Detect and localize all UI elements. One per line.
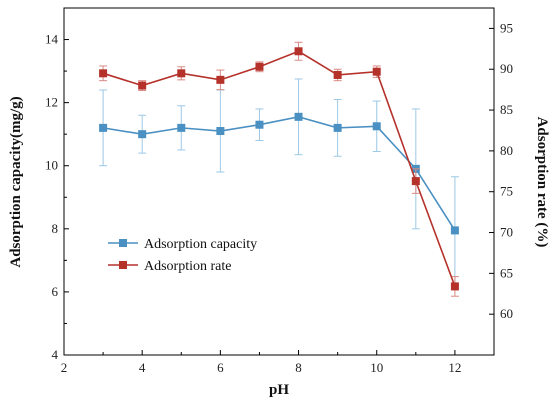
data-point-capacity (216, 127, 225, 136)
x-axis-ticks: 2 4 6 8 10 12 (61, 350, 461, 375)
right-y-tick-label: 60 (500, 306, 513, 321)
left-y-tick-label: 8 (52, 221, 59, 236)
right-y-tick-label: 90 (500, 61, 513, 76)
legend-marker-rate (119, 261, 127, 269)
right-y-axis-ticks: 60 65 70 75 80 85 90 95 (489, 20, 513, 321)
data-point-capacity (177, 123, 186, 132)
right-y-tick-label: 75 (500, 184, 513, 199)
left-y-tick-label: 10 (45, 158, 58, 173)
data-point-capacity (372, 122, 381, 131)
plot-frame (63, 7, 495, 356)
legend-label-rate: Adsorption rate (144, 259, 231, 274)
data-point-rate (411, 177, 420, 186)
series-line-capacity (102, 116, 456, 231)
data-point-rate (255, 62, 264, 71)
legend-marker-capacity (119, 239, 127, 247)
left-y-axis-ticks: 4 6 8 10 12 14 (45, 32, 69, 362)
series-capacity (99, 78, 459, 285)
data-point-rate (216, 75, 225, 84)
legend: Adsorption capacity Adsorption rate (108, 237, 257, 274)
data-point-rate (372, 67, 381, 76)
right-y-axis-title: Adsorption rate (%) (534, 117, 550, 248)
data-point-capacity (450, 226, 459, 235)
right-y-tick-label: 70 (500, 225, 513, 240)
x-tick-label: 10 (370, 360, 383, 375)
data-point-capacity (333, 123, 342, 132)
right-y-tick-label: 65 (500, 265, 513, 280)
left-y-axis-title: Adsorption capacity(mg/g) (8, 96, 24, 267)
data-point-capacity (99, 123, 108, 132)
data-point-capacity (138, 130, 147, 139)
left-y-tick-label: 14 (45, 32, 59, 47)
series-line-rate (102, 50, 456, 287)
data-point-rate (99, 69, 108, 78)
data-point-rate (333, 70, 342, 79)
data-point-rate (294, 47, 303, 56)
data-point-capacity (255, 120, 264, 129)
x-tick-label: 12 (448, 360, 461, 375)
x-tick-label: 6 (217, 360, 224, 375)
left-y-tick-label: 6 (52, 284, 59, 299)
x-tick-label: 8 (295, 360, 302, 375)
right-y-tick-label: 95 (500, 20, 513, 35)
x-tick-label: 2 (61, 360, 68, 375)
series-rate (99, 41, 459, 297)
data-point-rate (138, 81, 147, 90)
left-y-tick-label: 4 (52, 347, 59, 362)
data-point-rate (450, 282, 459, 291)
data-point-rate (177, 69, 186, 78)
legend-label-capacity: Adsorption capacity (144, 237, 257, 252)
x-axis-title: pH (269, 382, 289, 398)
data-point-capacity (294, 112, 303, 121)
right-y-tick-label: 80 (500, 143, 513, 158)
left-y-tick-label: 12 (45, 95, 58, 110)
series-layer (99, 41, 459, 297)
x-tick-label: 4 (139, 360, 146, 375)
right-y-tick-label: 85 (500, 102, 513, 117)
